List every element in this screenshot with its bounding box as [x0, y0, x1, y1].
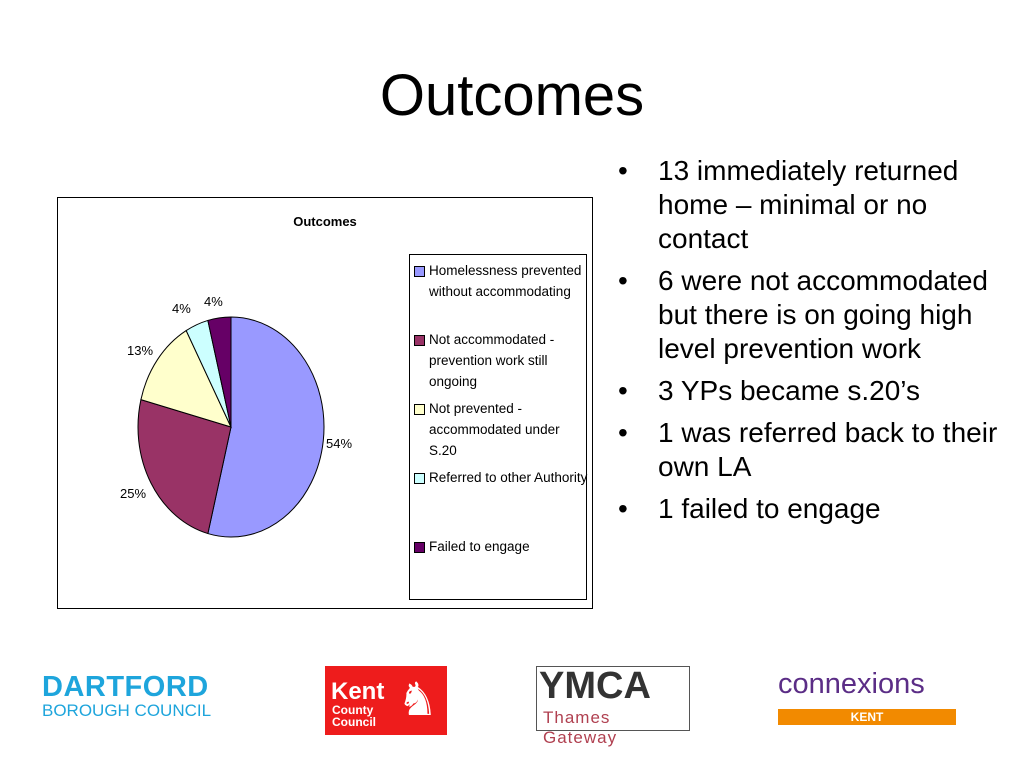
pie-chart: Outcomes 54% 25% 13% 4% 4% Homelessness …	[57, 197, 593, 609]
logo-text: DARTFORD	[42, 671, 209, 703]
logo-text: connexions	[778, 668, 925, 700]
legend-swatch	[414, 266, 425, 277]
logo-text: Kent	[331, 678, 385, 705]
slice-label-4: 4%	[204, 294, 223, 309]
logo-text: KENT	[778, 709, 956, 725]
bullet-item: 1 failed to engage	[614, 492, 1014, 526]
legend-item: Homelessness prevented without accommoda…	[414, 260, 584, 302]
logo-text: County	[332, 703, 374, 717]
legend-label: Not prevented - accommodated under S.20	[429, 401, 560, 458]
legend-label: Not accommodated - prevention work still…	[429, 332, 555, 389]
pie-slice-2	[140, 329, 232, 428]
legend-label: Failed to engage	[429, 539, 530, 554]
horse-icon: ♞	[397, 673, 439, 725]
connexions-logo: connexions KENT	[778, 666, 956, 726]
legend-label: Homelessness prevented without accommoda…	[429, 263, 582, 299]
bullet-item: 6 were not accommodated but there is on …	[614, 264, 1014, 366]
bullet-item: 3 YPs became s.20’s	[614, 374, 1014, 408]
chart-title: Outcomes	[293, 214, 357, 229]
slide-title: Outcomes	[379, 63, 645, 128]
slice-label-3: 4%	[172, 301, 191, 316]
logo-text: BOROUGH COUNCIL	[42, 701, 212, 720]
legend-swatch	[414, 473, 425, 484]
dartford-logo: DARTFORD BOROUGH COUNCIL	[42, 672, 211, 720]
slice-label-1: 25%	[120, 486, 147, 501]
logo-text: Council	[332, 715, 376, 729]
pie-slice-1	[137, 399, 232, 535]
legend-label: Referred to other Authority	[429, 470, 588, 485]
chart-legend: Homelessness prevented without accommoda…	[409, 254, 587, 600]
logo-text: Thames Gateway	[543, 708, 618, 747]
kent-county-council-logo: Kent County Council ♞	[325, 666, 447, 735]
bullet-item: 13 immediately returned home – minimal o…	[614, 154, 1014, 256]
legend-item: Failed to engage	[414, 536, 584, 557]
pie-slice-0	[207, 316, 325, 538]
pie-slice-4	[207, 316, 232, 428]
logo-text: YMCA	[539, 665, 651, 707]
slice-label-0: 54%	[326, 436, 353, 451]
logo-text: County Council	[332, 704, 376, 728]
slice-label-2: 13%	[127, 343, 154, 358]
ymca-logo: YMCA Thames Gateway	[536, 665, 690, 747]
legend-swatch	[414, 542, 425, 553]
bullet-list: 13 immediately returned home – minimal o…	[614, 154, 1014, 534]
legend-swatch	[414, 404, 425, 415]
legend-item: Referred to other Authority	[414, 467, 589, 488]
bullet-item: 1 was referred back to their own LA	[614, 416, 1014, 484]
legend-swatch	[414, 335, 425, 346]
legend-item: Not prevented - accommodated under S.20	[414, 398, 586, 461]
legend-item: Not accommodated - prevention work still…	[414, 329, 564, 392]
pie-svg	[137, 316, 325, 538]
